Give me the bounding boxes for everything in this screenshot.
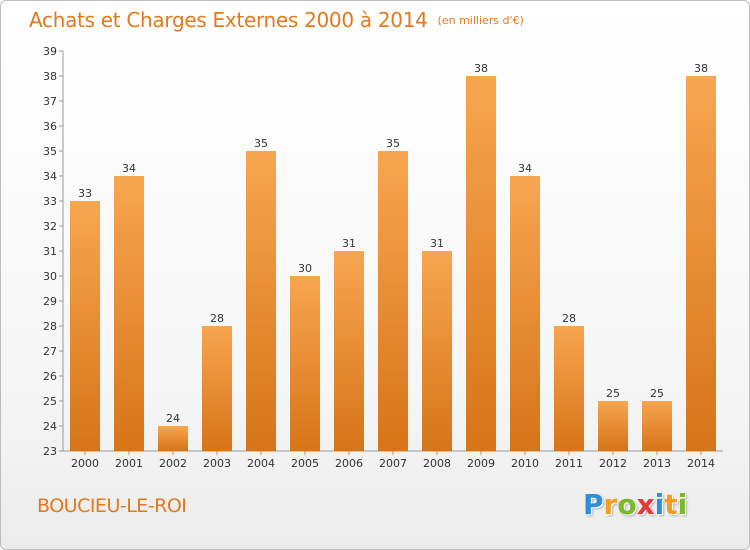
bar-value-label: 24 bbox=[166, 412, 180, 425]
chart-title: Achats et Charges Externes 2000 à 2014 (e… bbox=[29, 8, 524, 32]
x-tick-label: 2006 bbox=[335, 457, 363, 470]
x-tick-label: 2009 bbox=[467, 457, 495, 470]
logo-letter-5: t bbox=[664, 488, 678, 521]
y-tick-label: 31 bbox=[43, 245, 57, 258]
logo-letter-2: o bbox=[617, 488, 637, 521]
bar-value-label: 28 bbox=[562, 312, 576, 325]
chart-title-unit: (en milliers d'€) bbox=[437, 14, 524, 27]
y-tick-label: 34 bbox=[43, 170, 57, 183]
bar-2014 bbox=[686, 76, 716, 451]
bar-value-label: 35 bbox=[386, 137, 400, 150]
y-tick-label: 32 bbox=[43, 220, 57, 233]
bar-value-label: 25 bbox=[606, 387, 620, 400]
y-tick-label: 24 bbox=[43, 420, 57, 433]
commune-name: BOUCIEU-LE-ROI bbox=[37, 495, 187, 517]
chart-title-main: Achats et Charges Externes 2000 à 2014 bbox=[29, 8, 428, 32]
bar-2008 bbox=[422, 251, 452, 451]
bar-value-label: 33 bbox=[78, 187, 92, 200]
bar-2000 bbox=[70, 201, 100, 451]
bar-value-label: 38 bbox=[474, 62, 488, 75]
x-tick-label: 2012 bbox=[599, 457, 627, 470]
bar-value-label: 28 bbox=[210, 312, 224, 325]
bar-2004 bbox=[246, 151, 276, 451]
y-tick-label: 33 bbox=[43, 195, 57, 208]
bar-value-label: 31 bbox=[430, 237, 444, 250]
x-tick-label: 2003 bbox=[203, 457, 231, 470]
y-tick-label: 30 bbox=[43, 270, 57, 283]
y-tick-label: 35 bbox=[43, 145, 57, 158]
bar-value-label: 30 bbox=[298, 262, 312, 275]
y-tick-label: 25 bbox=[43, 395, 57, 408]
bar-2001 bbox=[114, 176, 144, 451]
y-tick-label: 23 bbox=[43, 445, 57, 458]
bar-2009 bbox=[466, 76, 496, 451]
x-tick-label: 2011 bbox=[555, 457, 583, 470]
bar-2013 bbox=[642, 401, 672, 451]
x-tick-label: 2007 bbox=[379, 457, 407, 470]
x-tick-label: 2010 bbox=[511, 457, 539, 470]
y-tick-label: 37 bbox=[43, 95, 57, 108]
x-tick-label: 2000 bbox=[71, 457, 99, 470]
y-tick-label: 38 bbox=[43, 70, 57, 83]
logo-letter-3: x bbox=[636, 488, 655, 521]
bar-2011 bbox=[554, 326, 584, 451]
bar-value-label: 25 bbox=[650, 387, 664, 400]
bar-value-label: 34 bbox=[122, 162, 136, 175]
x-tick-label: 2013 bbox=[643, 457, 671, 470]
bar-2012 bbox=[598, 401, 628, 451]
bar-2006 bbox=[334, 251, 364, 451]
bar-2007 bbox=[378, 151, 408, 451]
x-tick-label: 2014 bbox=[687, 457, 715, 470]
proxiti-logo[interactable]: Proxiti bbox=[583, 488, 687, 521]
x-tick-label: 2008 bbox=[423, 457, 451, 470]
bar-2010 bbox=[510, 176, 540, 451]
y-tick-label: 39 bbox=[43, 45, 57, 58]
bar-value-label: 31 bbox=[342, 237, 356, 250]
x-tick-label: 2004 bbox=[247, 457, 275, 470]
logo-letter-1: r bbox=[603, 488, 618, 521]
y-tick-label: 29 bbox=[43, 295, 57, 308]
x-tick-label: 2001 bbox=[115, 457, 143, 470]
y-tick-label: 27 bbox=[43, 345, 57, 358]
logo-letter-4: i bbox=[654, 488, 665, 521]
y-tick-label: 26 bbox=[43, 370, 57, 383]
logo-letter-6: i bbox=[677, 488, 688, 521]
y-tick-label: 28 bbox=[43, 320, 57, 333]
bar-2005 bbox=[290, 276, 320, 451]
x-tick-label: 2005 bbox=[291, 457, 319, 470]
logo-letter-0: P bbox=[583, 488, 604, 521]
x-tick-label: 2002 bbox=[159, 457, 187, 470]
bar-value-label: 38 bbox=[694, 62, 708, 75]
y-tick-label: 36 bbox=[43, 120, 57, 133]
bar-value-label: 34 bbox=[518, 162, 532, 175]
bar-2003 bbox=[202, 326, 232, 451]
bar-value-label: 35 bbox=[254, 137, 268, 150]
bar-2002 bbox=[158, 426, 188, 451]
